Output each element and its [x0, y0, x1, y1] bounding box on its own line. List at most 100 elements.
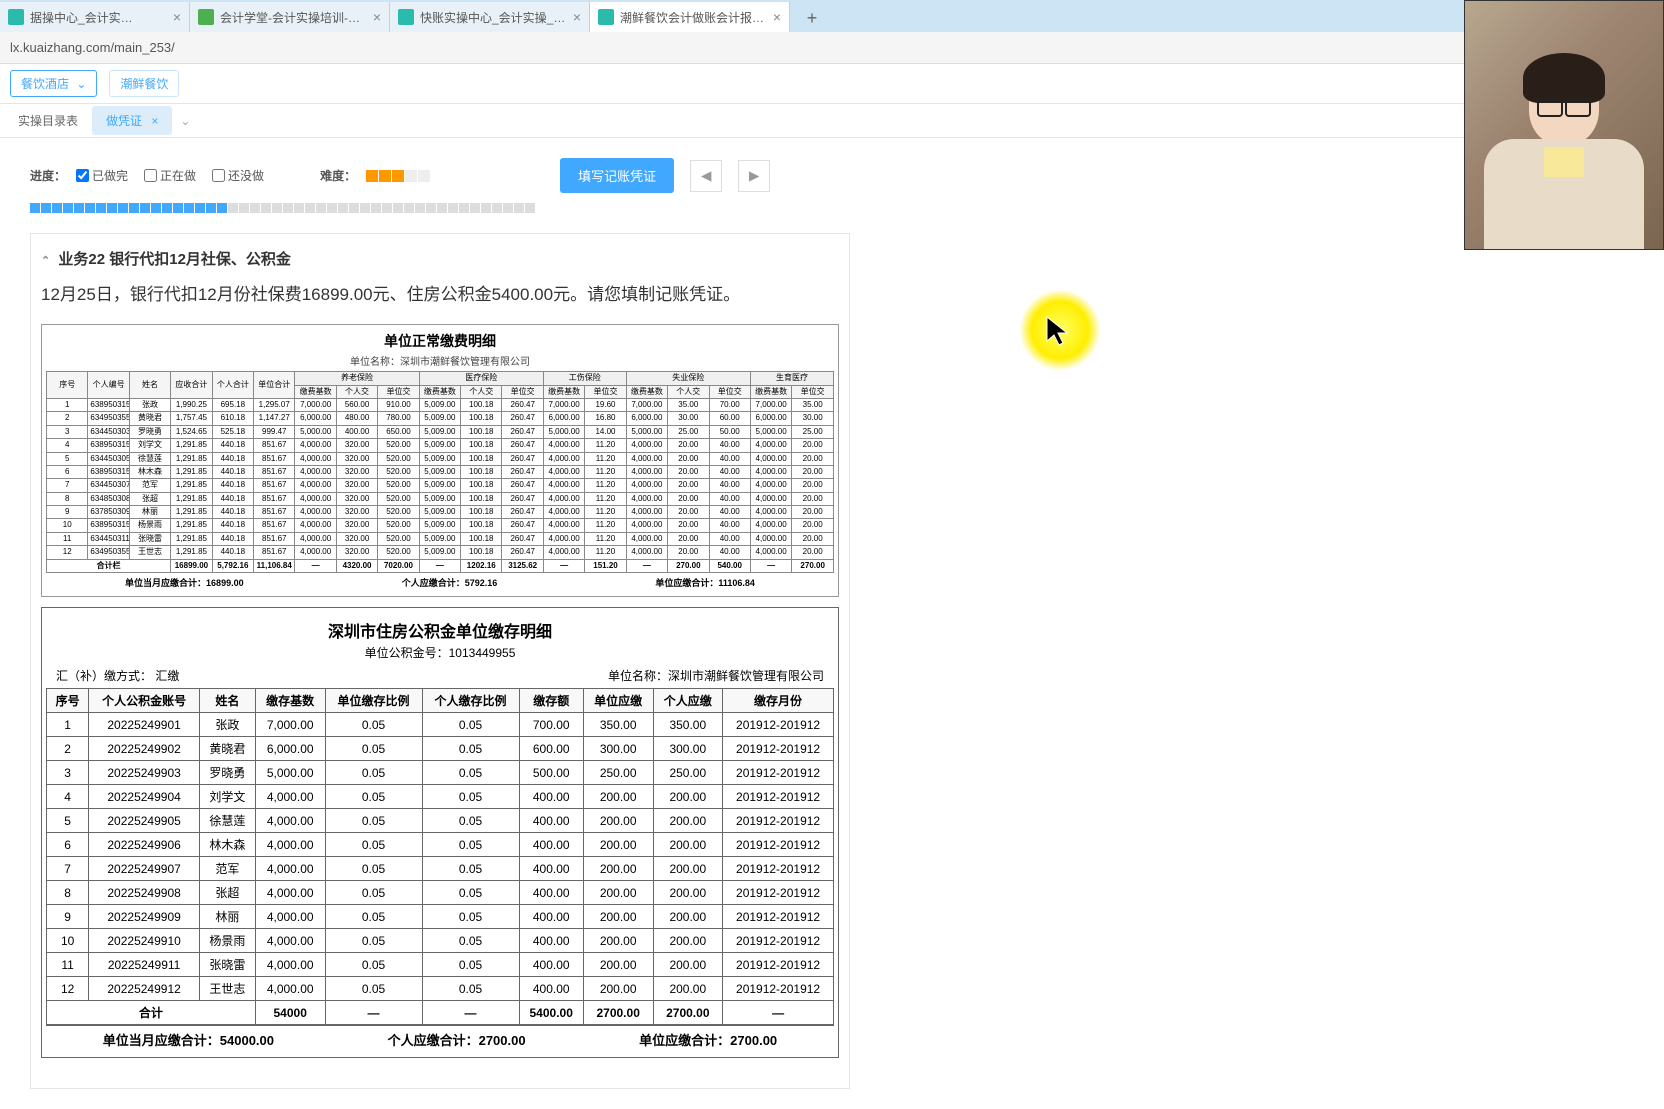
browser-tab[interactable]: 会计学堂-会计实操培训-初级中…×: [190, 2, 390, 32]
browser-tab[interactable]: 潮鲜餐饮会计做账会计报表_快账 ×: [590, 2, 790, 32]
progress-cell[interactable]: [415, 203, 425, 213]
progress-cell[interactable]: [96, 203, 106, 213]
close-icon[interactable]: ×: [773, 9, 781, 25]
tab-favicon: [8, 9, 24, 25]
category-label: 餐饮酒店: [21, 77, 69, 91]
fund-meta: 汇（补）缴方式： 汇缴 单位名称：深圳市潮鲜餐饮管理有限公司: [46, 667, 834, 688]
progress-cell[interactable]: [327, 203, 337, 213]
progress-cell[interactable]: [151, 203, 161, 213]
progress-cell[interactable]: [184, 203, 194, 213]
table-row: 10638950315杨景雨1,291.85440.18851.674,000.…: [47, 519, 834, 532]
progress-strip[interactable]: [30, 203, 1634, 213]
browser-tabbar: 据操中心_会计实…×会计学堂-会计实操培训-初级中…×快账实操中心_会计实操_会…: [0, 0, 1664, 32]
progress-cell[interactable]: [272, 203, 282, 213]
browser-tab[interactable]: 快账实操中心_会计实操_会计做…×: [390, 2, 590, 32]
fund-footer: 单位当月应缴合计：54000.00 个人应缴合计：2700.00 单位应缴合计：…: [46, 1025, 834, 1053]
progress-cell[interactable]: [503, 203, 513, 213]
subtab-voucher[interactable]: 做凭证 ×: [92, 106, 172, 135]
progress-cell[interactable]: [525, 203, 535, 213]
progress-cell[interactable]: [217, 203, 227, 213]
url-bar[interactable]: lx.kuaizhang.com/main_253/: [0, 32, 1664, 64]
progress-cell[interactable]: [206, 203, 216, 213]
progress-cell[interactable]: [173, 203, 183, 213]
table-row: 320225249903罗晓勇5,000.000.050.05500.00250…: [47, 761, 834, 785]
filter-done[interactable]: 已做完: [76, 167, 128, 184]
close-icon[interactable]: ×: [173, 9, 181, 25]
browser-tab[interactable]: 据操中心_会计实…×: [0, 2, 190, 32]
collapse-icon[interactable]: ⌃: [41, 255, 50, 267]
new-tab-button[interactable]: +: [798, 4, 826, 32]
progress-cell[interactable]: [360, 203, 370, 213]
progress-cell[interactable]: [305, 203, 315, 213]
chevron-down-icon: ⌄: [76, 77, 86, 91]
progress-cell[interactable]: [250, 203, 260, 213]
close-icon[interactable]: ×: [573, 9, 581, 25]
progress-cell[interactable]: [481, 203, 491, 213]
progress-cell[interactable]: [492, 203, 502, 213]
sum-row: 合计54000——5400.002700.002700.00—: [47, 1001, 834, 1025]
table-row: 9637850309林丽1,291.85440.18851.674,000.00…: [47, 506, 834, 519]
fill-voucher-button[interactable]: 填写记账凭证: [560, 158, 674, 193]
content-area: 进度： 已做完 正在做 还没做 难度： 填写记账凭证 ◀ ▶ ⌃ 业务22 银行…: [0, 138, 1664, 1109]
progress-cell[interactable]: [140, 203, 150, 213]
chevron-down-icon[interactable]: ⌄: [172, 114, 198, 128]
progress-cell[interactable]: [107, 203, 117, 213]
progress-cell[interactable]: [118, 203, 128, 213]
table-row: 120225249901张政7,000.000.050.05700.00350.…: [47, 713, 834, 737]
prev-button[interactable]: ◀: [690, 160, 722, 192]
progress-label: 进度：: [30, 167, 66, 184]
social-footer: 单位当月应缴合计：16899.00 个人应缴合计：5792.16 单位应缴合计：…: [46, 573, 834, 592]
progress-cell[interactable]: [74, 203, 84, 213]
table-row: 1020225249910杨景雨4,000.000.050.05400.0020…: [47, 929, 834, 953]
progress-cell[interactable]: [261, 203, 271, 213]
tab-favicon: [398, 9, 414, 25]
progress-cell[interactable]: [448, 203, 458, 213]
tab-favicon: [198, 9, 214, 25]
progress-cell[interactable]: [316, 203, 326, 213]
progress-cell[interactable]: [41, 203, 51, 213]
category-dropdown[interactable]: 餐饮酒店 ⌄: [10, 70, 97, 97]
webcam-overlay: [1464, 0, 1664, 250]
filter-undone[interactable]: 还没做: [212, 167, 264, 184]
progress-cell[interactable]: [283, 203, 293, 213]
task-title: ⌃ 业务22 银行代扣12月社保、公积金: [41, 248, 839, 269]
progress-cell[interactable]: [294, 203, 304, 213]
next-button[interactable]: ▶: [738, 160, 770, 192]
progress-cell[interactable]: [338, 203, 348, 213]
progress-cell[interactable]: [162, 203, 172, 213]
progress-cell[interactable]: [195, 203, 205, 213]
progress-cell[interactable]: [349, 203, 359, 213]
table-row: 520225249905徐慧莲4,000.000.050.05400.00200…: [47, 809, 834, 833]
task-description: 12月25日，银行代扣12月份社保费16899.00元、住房公积金5400.00…: [41, 281, 839, 308]
progress-cell[interactable]: [470, 203, 480, 213]
company-link[interactable]: 潮鲜餐饮: [109, 70, 179, 97]
progress-cell[interactable]: [30, 203, 40, 213]
subtab-directory[interactable]: 实操目录表: [4, 106, 92, 135]
progress-cell[interactable]: [382, 203, 392, 213]
progress-cell[interactable]: [52, 203, 62, 213]
close-icon[interactable]: ×: [373, 9, 381, 25]
progress-cell[interactable]: [239, 203, 249, 213]
table-row: 6638950315林木森1,291.85440.18851.674,000.0…: [47, 465, 834, 478]
doc-title: 单位正常缴费明细: [46, 331, 834, 351]
filter-doing[interactable]: 正在做: [144, 167, 196, 184]
progress-cell[interactable]: [85, 203, 95, 213]
progress-cell[interactable]: [437, 203, 447, 213]
progress-cell[interactable]: [63, 203, 73, 213]
progress-cell[interactable]: [129, 203, 139, 213]
progress-cell[interactable]: [459, 203, 469, 213]
progress-cell[interactable]: [514, 203, 524, 213]
table-row: 11634450311张晓雷1,291.85440.18851.674,000.…: [47, 532, 834, 545]
progress-cell[interactable]: [228, 203, 238, 213]
progress-cell[interactable]: [393, 203, 403, 213]
close-icon[interactable]: ×: [151, 114, 158, 128]
table-row: 8634850308张超1,291.85440.18851.674,000.00…: [47, 492, 834, 505]
tab-title: 潮鲜餐饮会计做账会计报表_快账: [620, 9, 767, 26]
app-bar: 餐饮酒店 ⌄ 潮鲜餐饮 结业证书HOT 实操上岗证HOT: [0, 64, 1664, 104]
difficulty-label: 难度：: [320, 167, 356, 184]
progress-cell[interactable]: [371, 203, 381, 213]
progress-cell[interactable]: [426, 203, 436, 213]
table-row: 5634450305徐慧莲1,291.85440.18851.674,000.0…: [47, 452, 834, 465]
progress-cell[interactable]: [404, 203, 414, 213]
table-row: 4638950315刘学文1,291.85440.18851.674,000.0…: [47, 439, 834, 452]
